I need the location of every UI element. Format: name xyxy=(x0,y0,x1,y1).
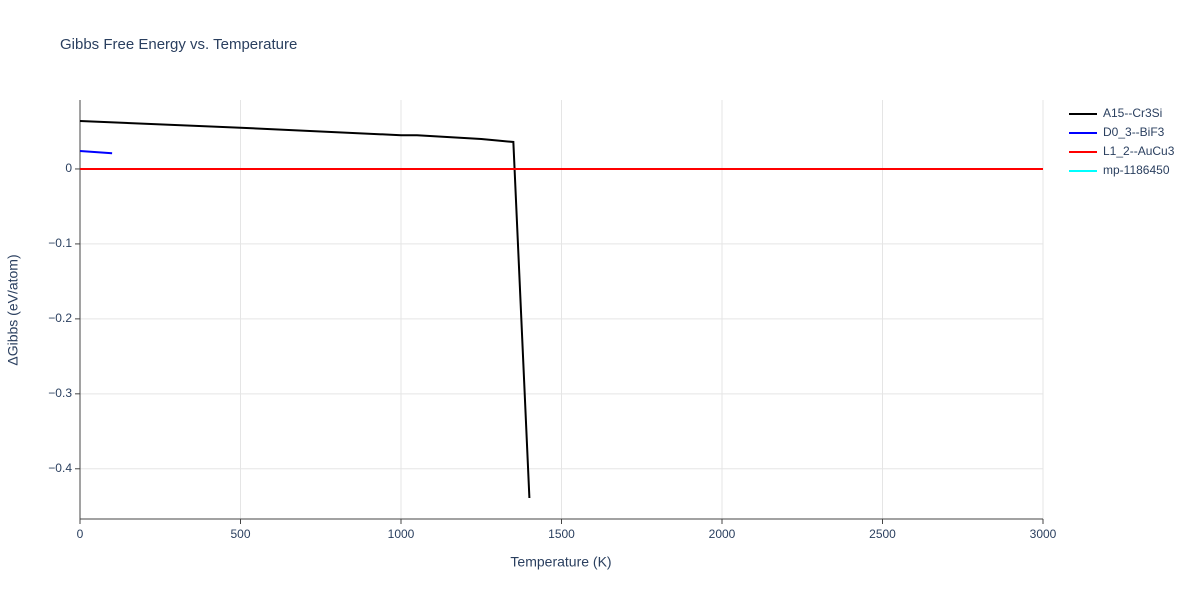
legend-label[interactable]: mp-1186450 xyxy=(1103,163,1170,177)
x-tick-label: 3000 xyxy=(1030,527,1057,541)
series-line xyxy=(79,149,113,155)
x-tick-label: 1500 xyxy=(548,527,575,541)
x-tick-label: 500 xyxy=(230,527,250,541)
legend-label[interactable]: L1_2--AuCu3 xyxy=(1103,144,1175,158)
x-tick-label: 0 xyxy=(77,527,84,541)
y-tick-label: −0.2 xyxy=(48,311,72,325)
x-tick-label: 1000 xyxy=(388,527,415,541)
x-tick-label: 2500 xyxy=(869,527,896,541)
legend-label[interactable]: A15--Cr3Si xyxy=(1103,106,1162,120)
y-axis-title: ΔGibbs (eV/atom) xyxy=(5,254,21,365)
chart-title: Gibbs Free Energy vs. Temperature xyxy=(60,36,297,53)
y-tick-label: 0 xyxy=(65,161,72,175)
y-tick-label: −0.4 xyxy=(48,461,72,475)
y-tick-label: −0.3 xyxy=(48,386,72,400)
legend-label[interactable]: D0_3--BiF3 xyxy=(1103,125,1165,139)
series-line xyxy=(79,119,531,499)
x-tick-label: 2000 xyxy=(709,527,736,541)
x-axis-title: Temperature (K) xyxy=(510,554,611,570)
y-tick-label: −0.1 xyxy=(48,236,72,250)
